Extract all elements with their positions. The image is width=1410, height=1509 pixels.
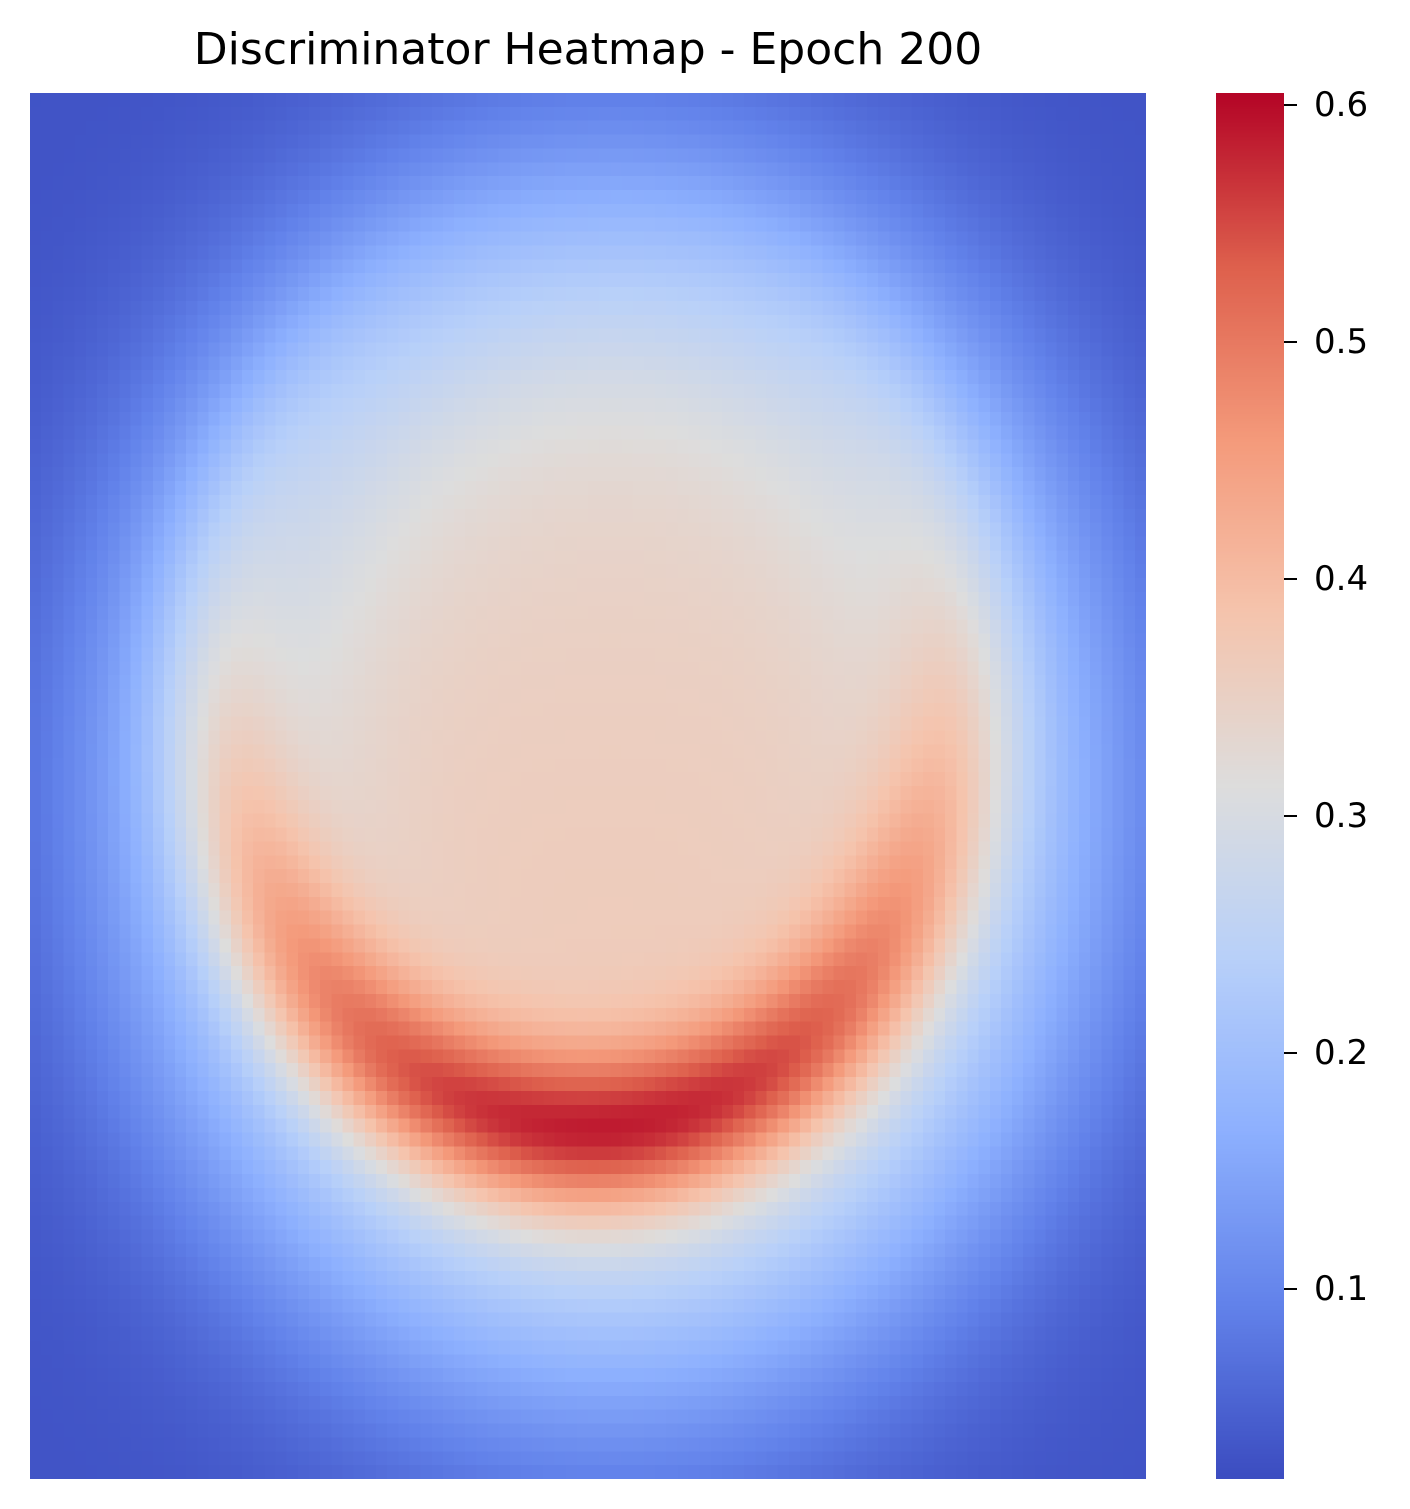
colorbar-tick-label: 0.5 — [1314, 321, 1369, 362]
colorbar-tick-label: 0.2 — [1314, 1032, 1369, 1073]
colorbar-tick-label: 0.4 — [1314, 558, 1369, 599]
colorbar-tick-label: 0.3 — [1314, 795, 1369, 836]
heatmap-plot — [30, 93, 1146, 1479]
colorbar-ticks: 0.6 0.5 0.4 0.3 0.2 0.1 — [1284, 0, 1410, 1509]
colorbar-tick-label: 0.1 — [1314, 1269, 1369, 1310]
chart-title: Discriminator Heatmap - Epoch 200 — [193, 24, 983, 75]
colorbar-tick-mark — [1284, 103, 1297, 106]
colorbar-tick-mark — [1284, 1051, 1297, 1054]
colorbar-tick-mark — [1284, 340, 1297, 343]
colorbar-tick-label: 0.6 — [1314, 84, 1369, 125]
colorbar-tick-mark — [1284, 1288, 1297, 1291]
colorbar-tick-mark — [1284, 577, 1297, 580]
colorbar-tick-mark — [1284, 814, 1297, 817]
colorbar — [1216, 93, 1284, 1479]
